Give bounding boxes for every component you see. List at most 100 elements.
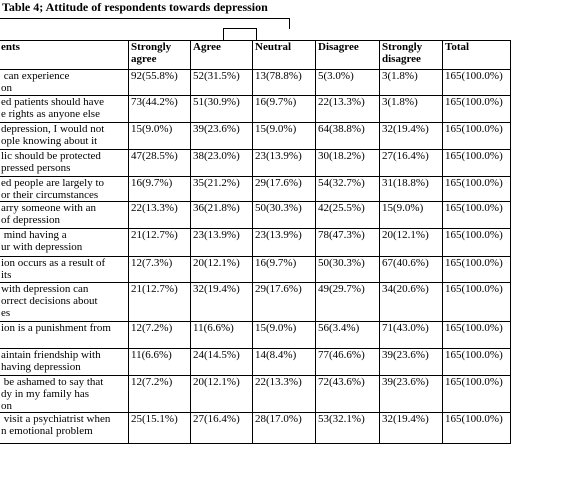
header-strongly-agree: Strongly agree xyxy=(128,40,191,70)
strongly-agree-cell: 22(13.3%) xyxy=(128,201,191,229)
neutral-cell: 28(17.0%) xyxy=(252,412,316,444)
statement-cell: ion is a punishment from xyxy=(0,321,129,349)
statement-cell: visit a psychiatrist when n emotional pr… xyxy=(0,412,129,444)
neutral-cell: 29(17.6%) xyxy=(252,176,316,202)
total-cell: 165(100.0%) xyxy=(442,348,511,376)
strongly-agree-cell: 21(12.7%) xyxy=(128,282,191,322)
agree-cell: 36(21.8%) xyxy=(190,201,253,229)
disagree-cell: 50(30.3%) xyxy=(315,256,380,283)
table-title: Table 4; Attitude of respondents towards… xyxy=(2,0,268,14)
attitude-table: ents Strongly agree Agree Neutral Disagr… xyxy=(0,40,511,444)
header-neutral: Neutral xyxy=(252,40,316,70)
table-row: ion is a punishment from 12(7.2%) 11(6.6%)… xyxy=(0,321,511,349)
statement-cell: lic should be protected pressed persons xyxy=(0,149,129,177)
header-strongly-disagree: Strongly disagree xyxy=(379,40,443,70)
header-disagree: Disagree xyxy=(315,40,380,70)
total-cell: 165(100.0%) xyxy=(442,256,511,283)
statement-cell: ed patients should have e rights as anyo… xyxy=(0,95,129,123)
agree-cell: 20(12.1%) xyxy=(190,375,253,413)
table-row: be ashamed to say that dy in my family h… xyxy=(0,375,511,413)
agree-cell: 51(30.9%) xyxy=(190,95,253,123)
total-cell: 165(100.0%) xyxy=(442,149,511,177)
disagree-cell: 53(32.1%) xyxy=(315,412,380,444)
table-row: ed people are largely to or their circum… xyxy=(0,176,511,202)
disagree-cell: 22(13.3%) xyxy=(315,95,380,123)
neutral-cell: 16(9.7%) xyxy=(252,256,316,283)
disagree-cell: 5(3.0%) xyxy=(315,69,380,96)
agree-cell: 27(16.4%) xyxy=(190,412,253,444)
header-total: Total xyxy=(442,40,511,70)
table-row: mind having a ur with depression 21(12.7%… xyxy=(0,228,511,257)
disagree-cell: 64(38.8%) xyxy=(315,122,380,150)
agree-cell: 52(31.5%) xyxy=(190,69,253,96)
table-row: lic should be protected pressed persons 4… xyxy=(0,149,511,177)
agree-cell: 24(14.5%) xyxy=(190,348,253,376)
strongly-agree-cell: 11(6.6%) xyxy=(128,348,191,376)
header-frame-upper xyxy=(0,18,290,29)
neutral-cell: 23(13.9%) xyxy=(252,228,316,257)
agree-cell: 23(13.9%) xyxy=(190,228,253,257)
neutral-cell: 29(17.6%) xyxy=(252,282,316,322)
strongly-agree-cell: 12(7.2%) xyxy=(128,321,191,349)
strongly-disagree-cell: 32(19.4%) xyxy=(379,122,443,150)
agree-cell: 38(23.0%) xyxy=(190,149,253,177)
table-row: visit a psychiatrist when n emotional pr… xyxy=(0,412,511,444)
strongly-agree-cell: 47(28.5%) xyxy=(128,149,191,177)
statement-cell: ion occurs as a result of its xyxy=(0,256,129,283)
table-row: aintain friendship with having depressio… xyxy=(0,348,511,376)
strongly-disagree-cell: 3(1.8%) xyxy=(379,95,443,123)
total-cell: 165(100.0%) xyxy=(442,282,511,322)
neutral-cell: 50(30.3%) xyxy=(252,201,316,229)
disagree-cell: 77(46.6%) xyxy=(315,348,380,376)
table-row: with depression can orrect decisions abo… xyxy=(0,282,511,322)
header-statements: ents xyxy=(0,40,129,70)
statement-cell: be ashamed to say that dy in my family h… xyxy=(0,375,129,413)
header-frame-middle xyxy=(223,28,257,40)
total-cell: 165(100.0%) xyxy=(442,69,511,96)
neutral-cell: 16(9.7%) xyxy=(252,95,316,123)
total-cell: 165(100.0%) xyxy=(442,201,511,229)
strongly-disagree-cell: 34(20.6%) xyxy=(379,282,443,322)
strongly-agree-cell: 21(12.7%) xyxy=(128,228,191,257)
table-row: depression, I would not ople knowing abo… xyxy=(0,122,511,150)
neutral-cell: 22(13.3%) xyxy=(252,375,316,413)
neutral-cell: 14(8.4%) xyxy=(252,348,316,376)
disagree-cell: 56(3.4%) xyxy=(315,321,380,349)
total-cell: 165(100.0%) xyxy=(442,321,511,349)
statement-cell: arry someone with an of depression xyxy=(0,201,129,229)
header-row: ents Strongly agree Agree Neutral Disagr… xyxy=(0,40,511,70)
strongly-agree-cell: 92(55.8%) xyxy=(128,69,191,96)
statement-cell: ed people are largely to or their circum… xyxy=(0,176,129,202)
header-agree: Agree xyxy=(190,40,253,70)
statement-cell: with depression can orrect decisions abo… xyxy=(0,282,129,322)
strongly-disagree-cell: 27(16.4%) xyxy=(379,149,443,177)
statement-cell: can experience on xyxy=(0,69,129,96)
table-row: ed patients should have e rights as anyo… xyxy=(0,95,511,123)
agree-cell: 20(12.1%) xyxy=(190,256,253,283)
disagree-cell: 72(43.6%) xyxy=(315,375,380,413)
disagree-cell: 54(32.7%) xyxy=(315,176,380,202)
disagree-cell: 49(29.7%) xyxy=(315,282,380,322)
strongly-disagree-cell: 31(18.8%) xyxy=(379,176,443,202)
agree-cell: 32(19.4%) xyxy=(190,282,253,322)
disagree-cell: 78(47.3%) xyxy=(315,228,380,257)
agree-cell: 39(23.6%) xyxy=(190,122,253,150)
neutral-cell: 15(9.0%) xyxy=(252,321,316,349)
statement-cell: depression, I would not ople knowing abo… xyxy=(0,122,129,150)
table-row: can experience on 92(55.8%) 52(31.5%) 13(78… xyxy=(0,69,511,96)
agree-cell: 11(6.6%) xyxy=(190,321,253,349)
total-cell: 165(100.0%) xyxy=(442,95,511,123)
total-cell: 165(100.0%) xyxy=(442,375,511,413)
strongly-agree-cell: 25(15.1%) xyxy=(128,412,191,444)
strongly-disagree-cell: 71(43.0%) xyxy=(379,321,443,349)
total-cell: 165(100.0%) xyxy=(442,122,511,150)
strongly-agree-cell: 16(9.7%) xyxy=(128,176,191,202)
strongly-disagree-cell: 67(40.6%) xyxy=(379,256,443,283)
strongly-agree-cell: 12(7.2%) xyxy=(128,375,191,413)
strongly-disagree-cell: 39(23.6%) xyxy=(379,375,443,413)
neutral-cell: 15(9.0%) xyxy=(252,122,316,150)
total-cell: 165(100.0%) xyxy=(442,412,511,444)
strongly-disagree-cell: 3(1.8%) xyxy=(379,69,443,96)
strongly-agree-cell: 15(9.0%) xyxy=(128,122,191,150)
total-cell: 165(100.0%) xyxy=(442,228,511,257)
